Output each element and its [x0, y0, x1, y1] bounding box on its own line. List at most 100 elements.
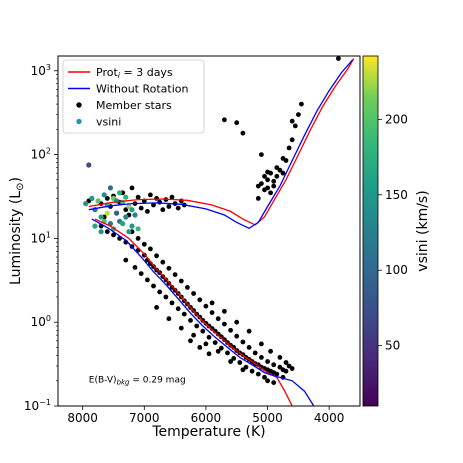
member-star-point: [268, 190, 273, 196]
member-star-point: [209, 310, 215, 315]
colorbar-label: vsini (km/s): [415, 190, 431, 271]
member-star-point: [222, 308, 227, 314]
member-star-point: [289, 137, 295, 143]
x-tick-label: 7000: [129, 411, 160, 425]
member-star-point: [228, 359, 234, 364]
member-star-point: [299, 101, 304, 107]
legend: Proti = 3 days Without Rotation Member sta…: [62, 59, 205, 134]
member-star-point: [197, 345, 203, 350]
annotation-rest: = 0.29 mag: [130, 376, 186, 386]
member-star-point: [286, 145, 292, 151]
x-tick-label: 8000: [67, 411, 98, 425]
y-axis-label-main: Luminosity (L: [8, 191, 24, 285]
y-axis-label-sub: ⊙: [15, 183, 26, 191]
member-star-point: [265, 177, 270, 183]
member-star-point: [234, 319, 240, 325]
member-star-point: [154, 305, 160, 310]
vsini-point: [126, 203, 132, 210]
member-star-point: [231, 356, 237, 361]
member-star-point: [194, 323, 200, 329]
member-star-point: [138, 271, 144, 276]
member-star-point: [237, 360, 243, 365]
vsini-point: [101, 192, 107, 198]
member-star-point: [246, 345, 252, 350]
member-star-point: [212, 340, 218, 345]
legend-point-swatch: [76, 118, 82, 125]
member-star-point: [262, 374, 267, 380]
member-star-point: [197, 297, 203, 303]
member-star-point: [123, 207, 129, 213]
member-star-point: [151, 283, 156, 289]
colorbar-tick-label: 150: [385, 188, 408, 202]
member-star-point: [104, 196, 110, 201]
member-star-point: [274, 173, 280, 179]
member-star-point: [277, 355, 283, 360]
member-star-point: [249, 368, 255, 374]
vsini-point: [95, 198, 101, 204]
member-star-point: [123, 257, 129, 263]
member-star-point: [262, 173, 267, 179]
member-star-point: [151, 202, 156, 208]
y-axis-label: Luminosity (L⊙): [8, 177, 26, 285]
member-star-point: [280, 170, 286, 176]
member-star-point: [104, 229, 110, 235]
x-axis: 8000 7000 6000 5000 4000: [67, 406, 344, 425]
member-star-point: [292, 123, 298, 129]
member-star-point: [185, 285, 190, 290]
member-star-point: [154, 196, 160, 201]
member-star-point: [289, 366, 295, 371]
legend-point-swatch: [76, 102, 82, 108]
vsini-point: [126, 229, 132, 235]
colorbar-tick-label: 50: [385, 339, 400, 353]
member-star-point: [200, 328, 206, 334]
member-star-point: [222, 117, 227, 123]
track-line: [91, 218, 274, 377]
y-tick-label: 103: [31, 63, 51, 78]
member-star-point: [240, 339, 246, 345]
vsini-point: [92, 223, 98, 229]
member-star-point: [252, 350, 258, 356]
member-star-point: [274, 371, 280, 377]
vsini-point: [98, 214, 104, 220]
member-star-point: [206, 334, 212, 340]
plot-frame: [57, 55, 361, 407]
member-star-point: [283, 360, 289, 365]
member-star-point: [163, 294, 169, 300]
vsini-point: [86, 162, 92, 168]
member-star-point: [234, 333, 240, 339]
colorbar-tick-label: 100: [385, 263, 408, 277]
legend-box: [62, 59, 205, 134]
member-star-point: [234, 120, 240, 126]
member-star-point: [240, 130, 246, 136]
y-tick-label: 102: [31, 147, 51, 162]
member-star-point: [166, 265, 172, 271]
member-star-point: [271, 362, 277, 368]
vsini-point: [98, 229, 104, 235]
x-tick-label: 4000: [314, 411, 345, 425]
member-star-point: [271, 380, 277, 385]
vsini-point: [117, 190, 123, 196]
member-star-point: [336, 56, 341, 61]
member-star-point: [259, 152, 264, 158]
track-line: [88, 59, 354, 230]
member-star-point: [181, 311, 187, 317]
member-star-point: [222, 321, 227, 327]
member-star-point: [265, 169, 270, 175]
member-star-point: [218, 334, 224, 340]
member-star-point: [277, 167, 283, 173]
y-tick-label: 10−1: [24, 398, 51, 413]
member-star-point: [283, 158, 289, 163]
member-star-point: [268, 348, 273, 354]
member-star-point: [228, 327, 234, 333]
vsini-point: [132, 212, 138, 218]
member-star-point: [240, 367, 246, 373]
member-star-point: [265, 378, 270, 384]
member-star-point: [154, 253, 160, 259]
y-tick-label: 101: [31, 230, 51, 245]
member-star-point: [259, 341, 264, 347]
member-star-point: [157, 289, 163, 295]
member-star-point: [255, 183, 261, 189]
vsini-point: [104, 210, 110, 216]
member-star-point: [175, 205, 181, 211]
